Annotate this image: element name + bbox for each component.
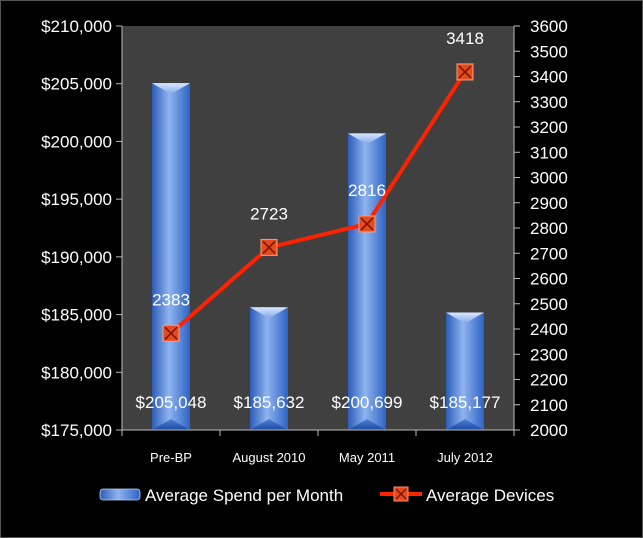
right-tick-label: 2400 [530, 320, 568, 339]
line-data-label: 2383 [152, 290, 190, 309]
bar-top-bevel [446, 312, 484, 324]
bar [446, 312, 484, 430]
right-tick-label: 2200 [530, 371, 568, 390]
marker-x [262, 240, 276, 255]
bar-body [348, 133, 386, 430]
marker-x [164, 326, 178, 340]
left-tick-label: $185,000 [41, 306, 112, 325]
right-tick-label: 2900 [530, 194, 568, 213]
line-marker [358, 215, 376, 233]
legend-bar-swatch [99, 488, 141, 501]
right-tick-label: 2000 [530, 421, 568, 440]
line-series [162, 63, 474, 342]
bar-bottom-bevel [348, 419, 386, 430]
line-marker [456, 63, 474, 81]
right-tick-label: 2600 [530, 270, 568, 289]
bar-data-labels: $205,048 $185,632 $200,699 $185,177 [136, 393, 501, 412]
bar-top-bevel [348, 133, 386, 145]
right-tick-label: 3600 [530, 17, 568, 36]
line-marker [260, 238, 278, 256]
line-data-label: 2816 [348, 181, 386, 200]
line-marker [162, 324, 180, 342]
series-line [169, 70, 467, 335]
marker-x [360, 217, 374, 231]
bar-data-label: $205,048 [136, 393, 207, 412]
bar-data-label: $185,632 [234, 393, 305, 412]
bar-body [250, 307, 288, 430]
bar-top-bevel [152, 83, 190, 95]
left-tick-label: $180,000 [41, 363, 112, 382]
right-tick-label: 2500 [530, 295, 568, 314]
category-label: May 2011 [339, 450, 395, 465]
line-data-label: 3418 [446, 29, 484, 48]
left-y-axis: $175,000 $180,000 $185,000 $190,000 $195,000… [41, 17, 123, 440]
bar-bottom-bevel [250, 419, 288, 430]
category-label: August 2010 [232, 450, 305, 465]
left-tick-label: $195,000 [41, 190, 112, 209]
legend-label-line: Average Devices [426, 486, 554, 505]
line-data-label: 2723 [250, 204, 288, 223]
right-tick-label: 2700 [530, 244, 568, 263]
left-tick-label: $205,000 [41, 75, 112, 94]
bar-series [152, 83, 484, 431]
right-tick-label: 3200 [530, 118, 568, 137]
right-tick-label: 2800 [530, 219, 568, 238]
right-tick-label: 2300 [530, 345, 568, 364]
left-tick-label: $200,000 [41, 132, 112, 151]
bar-bottom-bevel [152, 419, 190, 430]
legend-marker-x [395, 488, 407, 500]
bar-bottom-bevel [446, 419, 484, 430]
right-y-axis: 2000 2100 2200 2300 2400 2500 2600 2700 2800 2900… [513, 17, 568, 440]
right-tick-label: 3300 [530, 93, 568, 112]
line-data-labels: 2383 2723 2816 3418 [152, 29, 484, 309]
category-label: July 2012 [437, 450, 493, 465]
right-tick-label: 3400 [530, 68, 568, 87]
bar-data-label: $200,699 [332, 393, 403, 412]
legend-item-line: Average Devices [380, 486, 554, 505]
bar [152, 83, 190, 431]
left-tick-label: $175,000 [41, 421, 112, 440]
legend-label-bars: Average Spend per Month [145, 486, 343, 505]
marker-x [458, 65, 472, 79]
legend-item-bars: Average Spend per Month [99, 486, 343, 505]
category-axis: Pre-BP August 2010 May 2011 July 2012 [121, 429, 515, 465]
bar [348, 133, 386, 430]
left-tick-label: $210,000 [41, 17, 112, 36]
bar-data-label: $185,177 [430, 393, 501, 412]
right-tick-label: 2100 [530, 396, 568, 415]
bar [250, 307, 288, 430]
bar-top-bevel [250, 307, 288, 319]
right-tick-label: 3000 [530, 169, 568, 188]
bar-body [152, 83, 190, 431]
bar-body [446, 312, 484, 430]
legend: Average Spend per Month Average Devices [99, 486, 554, 505]
left-tick-label: $190,000 [41, 248, 112, 267]
right-tick-label: 3500 [530, 42, 568, 61]
category-label: Pre-BP [150, 450, 192, 465]
right-tick-label: 3100 [530, 143, 568, 162]
